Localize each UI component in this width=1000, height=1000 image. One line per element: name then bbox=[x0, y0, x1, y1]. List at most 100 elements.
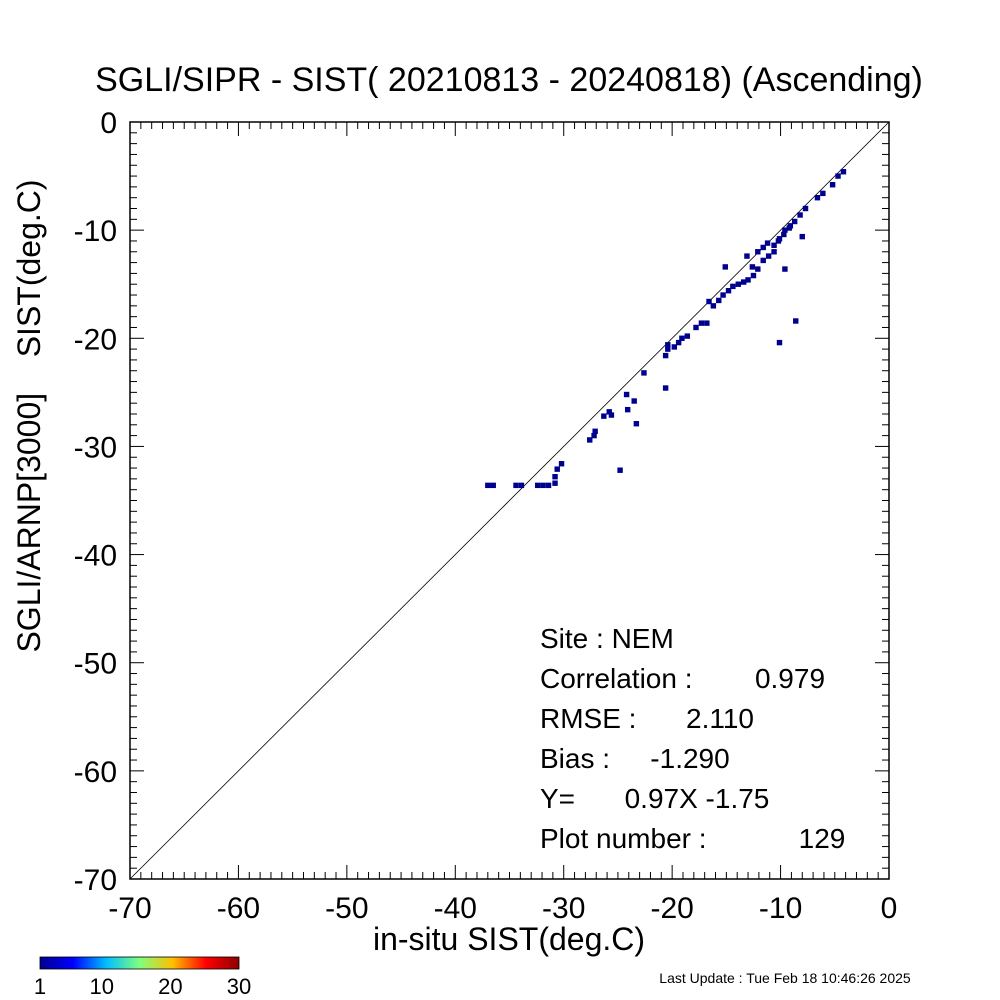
data-point bbox=[606, 409, 612, 415]
data-point bbox=[764, 240, 771, 246]
data-point bbox=[706, 298, 712, 305]
data-point bbox=[730, 283, 736, 290]
y-tick-label: -10 bbox=[74, 215, 117, 248]
colorbar-gradient bbox=[39, 956, 240, 970]
colorbar-tick-label: 10 bbox=[90, 974, 114, 999]
data-point bbox=[624, 406, 631, 413]
data-point bbox=[608, 412, 615, 418]
x-tick-label: -30 bbox=[542, 892, 585, 925]
stats-annotation: Site : NEM Correlation : 0.979 RMSE : 2.110 B… bbox=[540, 623, 845, 854]
data-point bbox=[760, 257, 766, 264]
data-point bbox=[554, 466, 560, 472]
data-point bbox=[623, 391, 630, 398]
stat-label: Site : NEM bbox=[540, 623, 674, 654]
y-tick-label: -30 bbox=[74, 431, 117, 464]
last-update-text: Last Update : Tue Feb 18 10:46:26 2025 bbox=[659, 970, 911, 986]
data-point bbox=[745, 277, 751, 283]
data-point bbox=[518, 482, 525, 489]
data-point bbox=[671, 344, 678, 350]
data-point bbox=[540, 482, 546, 489]
data-point bbox=[776, 236, 783, 242]
colorbar-tick-label: 30 bbox=[227, 974, 251, 999]
y-axis-label: SGLI/ARNP[3000] SIST(deg.C) bbox=[11, 179, 47, 652]
data-point bbox=[513, 482, 519, 489]
x-tick-label: -50 bbox=[325, 892, 368, 925]
chart-title: SGLI/SIPR - SIST( 20210813 - 20240818) (… bbox=[95, 61, 923, 99]
data-point bbox=[740, 279, 747, 285]
x-tick-label: -40 bbox=[434, 892, 477, 925]
data-point bbox=[735, 281, 741, 287]
y-tick-label: -60 bbox=[74, 756, 117, 789]
data-point bbox=[698, 320, 705, 326]
data-point bbox=[675, 339, 682, 346]
stat-label: Bias : bbox=[540, 743, 610, 774]
data-point bbox=[662, 385, 669, 391]
data-point bbox=[704, 320, 710, 326]
data-point bbox=[684, 333, 691, 339]
x-tick-label: 0 bbox=[881, 892, 898, 925]
data-point bbox=[750, 272, 757, 279]
data-point bbox=[760, 244, 766, 251]
data-point bbox=[771, 242, 777, 248]
data-point bbox=[617, 467, 623, 473]
data-point bbox=[490, 482, 496, 489]
data-point bbox=[791, 218, 798, 225]
data-point bbox=[835, 173, 841, 179]
colorbar-tick-label: 20 bbox=[158, 974, 182, 999]
data-point bbox=[771, 249, 777, 255]
data-point bbox=[722, 264, 728, 270]
data-point bbox=[485, 482, 491, 489]
data-point bbox=[710, 303, 717, 309]
data-point bbox=[755, 266, 761, 272]
data-point bbox=[633, 421, 640, 427]
stat-value: -1.290 bbox=[650, 743, 729, 774]
data-point bbox=[799, 233, 805, 240]
data-point bbox=[782, 227, 788, 233]
data-point bbox=[744, 253, 750, 259]
data-point bbox=[820, 190, 826, 197]
stat-value: 2.110 bbox=[686, 703, 754, 734]
data-point bbox=[716, 297, 722, 304]
data-point bbox=[782, 266, 788, 272]
data-point bbox=[793, 318, 799, 324]
y-tick-label: -70 bbox=[74, 864, 117, 897]
data-point bbox=[840, 169, 847, 175]
data-point bbox=[545, 482, 552, 489]
plot-area: -70 -60 -50 -40 -30 -20 -10 0 0 -10 -20 -30 -40 -50 -6… bbox=[74, 107, 898, 925]
stat-value: 0.97X -1.75 bbox=[625, 783, 770, 814]
data-point bbox=[662, 352, 669, 359]
data-point bbox=[802, 205, 809, 212]
data-point bbox=[552, 480, 558, 486]
x-tick-label: -60 bbox=[217, 892, 260, 925]
data-point bbox=[725, 287, 732, 294]
stat-label: RMSE : bbox=[540, 703, 636, 734]
data-point bbox=[787, 223, 794, 229]
data-point bbox=[558, 461, 565, 467]
data-point bbox=[776, 339, 783, 346]
stat-value: 0.979 bbox=[755, 663, 825, 694]
data-point bbox=[749, 264, 756, 270]
x-tick-label: -20 bbox=[650, 892, 693, 925]
data-point bbox=[587, 437, 593, 443]
stat-label: Correlation : bbox=[540, 663, 693, 694]
data-point bbox=[592, 428, 598, 434]
stat-label: Plot number : bbox=[540, 823, 707, 854]
data-point bbox=[781, 231, 787, 238]
data-point bbox=[552, 474, 558, 480]
data-point bbox=[534, 482, 541, 489]
colorbar: 1 10 20 30 bbox=[34, 956, 251, 999]
data-point bbox=[693, 324, 699, 331]
data-point bbox=[720, 292, 726, 298]
data-point bbox=[591, 432, 597, 439]
data-point bbox=[601, 413, 607, 419]
data-point bbox=[665, 342, 671, 348]
x-tick-label: -70 bbox=[108, 892, 151, 925]
data-point bbox=[641, 370, 647, 376]
stat-value: 129 bbox=[799, 823, 846, 854]
stat-label: Y= bbox=[540, 783, 575, 814]
data-point bbox=[679, 335, 685, 341]
x-axis-label: in-situ SIST(deg.C) bbox=[373, 921, 645, 957]
data-point bbox=[829, 182, 836, 188]
y-tick-label: -40 bbox=[74, 540, 117, 573]
